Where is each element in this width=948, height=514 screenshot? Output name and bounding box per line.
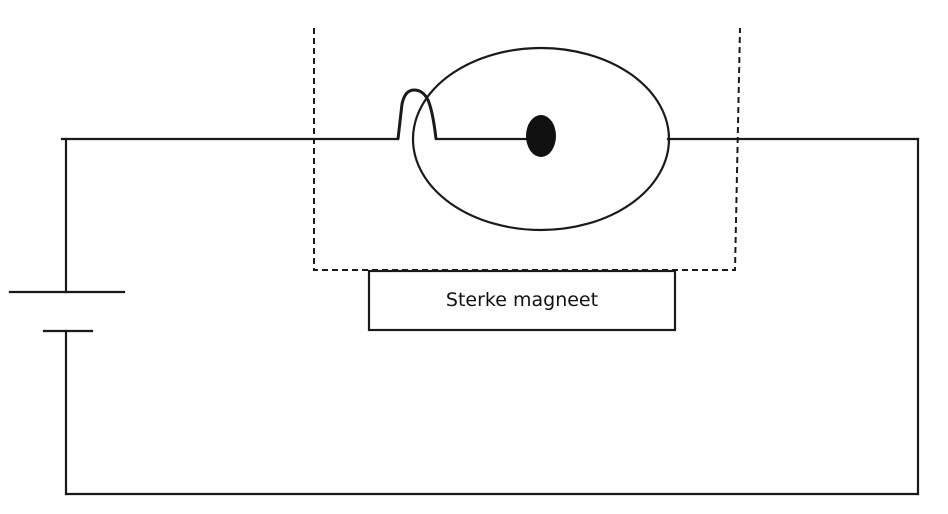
axis-dot (526, 115, 556, 157)
wire-hook (396, 88, 438, 140)
dashed-container (313, 27, 741, 271)
magnet-box (367, 269, 677, 332)
magnet-label: Sterke magneet (446, 289, 598, 311)
